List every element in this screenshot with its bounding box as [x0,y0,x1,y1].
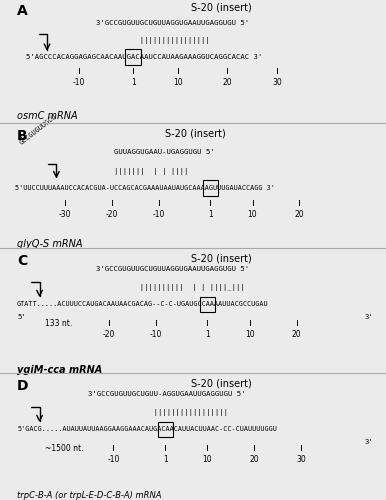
Text: ||||||||||||||||: |||||||||||||||| [96,37,210,44]
Text: -10: -10 [72,78,85,87]
Text: S-20 (insert): S-20 (insert) [164,128,225,138]
Text: 20: 20 [250,454,259,464]
Text: 3'GCCGUGUUGCUGUU-AGGUGAAUUGAGGUGU 5': 3'GCCGUGUUGCUGUU-AGGUGAAUUGAGGUGU 5' [88,391,246,397]
Text: 30: 30 [296,454,306,464]
Text: 1: 1 [205,330,210,338]
Text: 10: 10 [248,210,257,218]
Bar [200,296,215,312]
Text: -10: -10 [107,454,120,464]
Text: -10: -10 [149,330,162,338]
Text: 1: 1 [131,78,135,87]
Text: 133 nt.: 133 nt. [45,318,73,328]
Text: 10: 10 [245,330,254,338]
Text: D: D [17,378,29,392]
Text: GTATT.....ACUUUCCAUGACAAUAACGACAG--C-C-UGAUGCCAAAAUUACGCCUGAU: GTATT.....ACUUUCCAUGACAAUAACGACAG--C-C-U… [17,302,269,308]
Text: A: A [17,4,28,18]
Text: GUUAGGUGAAU-UGAGGUGU 5': GUUAGGUGAAU-UGAGGUGU 5' [114,150,215,156]
Bar [157,422,173,438]
Text: -30: -30 [58,210,71,218]
Text: 5'UUCCUUUAAAUCCACACGUA-UCCAGCACGAAAUAAUAUGCAAAAGUUUGAUACCAGG 3': 5'UUCCUUUAAAUCCACACGUA-UCCAGCACGAAAUAAUA… [15,185,275,191]
Text: 5'GACG.....AUAUUAUUAAGGAAGGAAACAUGACAACAUUACUUAAC-CC-CUAUUUUGGU: 5'GACG.....AUAUUAUUAAGGAAGGAAACAUGACAACA… [17,426,277,432]
Text: 5'AGCCCACAGGAGAGCAACAAUGACAAUCCAUAAGAAAGGUCAGGCACAC 3': 5'AGCCCACAGGAGAGCAACAAUGACAAUCCAUAAGAAAG… [26,54,263,60]
Text: 10: 10 [203,454,212,464]
Bar [125,49,141,65]
Text: -10: -10 [152,210,165,218]
Text: 1: 1 [163,454,168,464]
Text: ~1500 nt.: ~1500 nt. [45,444,84,452]
Text: 3': 3' [17,134,26,140]
Text: 10: 10 [173,78,183,87]
Text: 30: 30 [272,78,282,87]
Text: S-20 (insert): S-20 (insert) [191,378,252,388]
Bar [203,180,218,196]
Text: 5': 5' [17,314,26,320]
Text: |||||||  | | ||||: ||||||| | | |||| [114,168,189,175]
Text: 3'GCCGUGUUGCUGUUAGGUGAAUUGAGGUGU 5': 3'GCCGUGUUGCUGUUAGGUGAAUUGAGGUGU 5' [96,20,249,26]
Text: 3'GCCGUGUUGCUGUUAGGUGAAUUGAGGUGU 5': 3'GCCGUGUUGCUGUUAGGUGAAUUGAGGUGU 5' [96,266,249,272]
Text: -20: -20 [105,210,118,218]
Text: GCCGUGUUGCU: GCCGUGUUGCU [19,113,58,146]
Text: B: B [17,128,28,142]
Text: C: C [17,254,27,268]
Text: 20: 20 [292,330,301,338]
Text: 20: 20 [223,78,232,87]
Text: trpC-B-A (or trpL-E-D-C-B-A) mRNA: trpC-B-A (or trpL-E-D-C-B-A) mRNA [17,492,162,500]
Text: ygiM-cca mRNA: ygiM-cca mRNA [17,365,102,375]
Text: 3': 3' [364,314,373,320]
Text: ||||||||||  | | ||||_|||: |||||||||| | | ||||_||| [96,284,244,292]
Text: -20: -20 [103,330,115,338]
Text: 3': 3' [364,438,373,444]
Text: 1: 1 [208,210,213,218]
Text: S-20 (insert): S-20 (insert) [191,2,252,12]
Text: S-20 (insert): S-20 (insert) [191,254,252,264]
Text: 20: 20 [295,210,304,218]
Text: osmC mRNA: osmC mRNA [17,112,78,122]
Text: glyQ-S mRNA: glyQ-S mRNA [17,239,83,249]
Text: |||||||||||||||||: ||||||||||||||||| [88,410,228,416]
